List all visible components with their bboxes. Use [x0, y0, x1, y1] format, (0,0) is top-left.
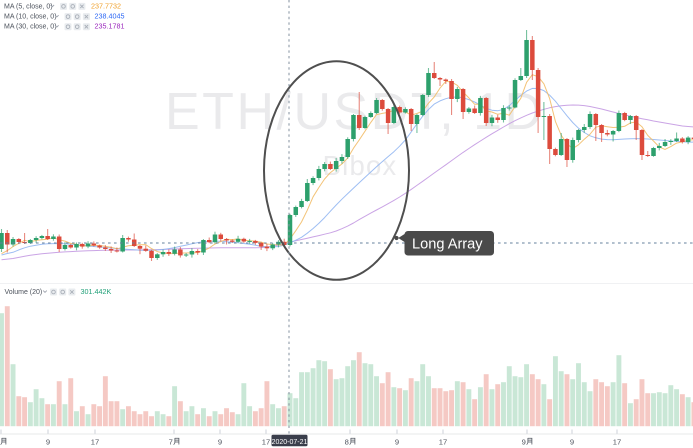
svg-text:9: 9: [218, 437, 222, 446]
svg-text:17: 17: [439, 437, 447, 446]
svg-text:8: 8: [345, 437, 349, 446]
svg-text:17: 17: [91, 437, 99, 446]
svg-text:238.4045: 238.4045: [95, 12, 125, 21]
svg-text:2020-07-21: 2020-07-21: [272, 439, 308, 446]
svg-text:Long Array: Long Array: [412, 236, 483, 252]
svg-text:235.1781: 235.1781: [95, 22, 125, 31]
svg-text:Volume (20): Volume (20): [5, 289, 43, 296]
svg-text:17: 17: [613, 437, 621, 446]
svg-text:301.442K: 301.442K: [81, 287, 112, 296]
svg-text:9: 9: [46, 437, 50, 446]
svg-text:Bibox: Bibox: [323, 150, 398, 181]
svg-text:MA (10, close, 0): MA (10, close, 0): [4, 14, 57, 21]
svg-text:17: 17: [262, 437, 270, 446]
svg-text:9: 9: [522, 437, 526, 446]
svg-text:7: 7: [169, 437, 173, 446]
svg-text:MA (5, close, 0): MA (5, close, 0): [4, 3, 53, 10]
svg-text:MA (30, close, 0): MA (30, close, 0): [4, 24, 57, 31]
svg-text:9: 9: [570, 437, 574, 446]
svg-text:9: 9: [395, 437, 399, 446]
svg-text:237.7732: 237.7732: [91, 1, 121, 10]
